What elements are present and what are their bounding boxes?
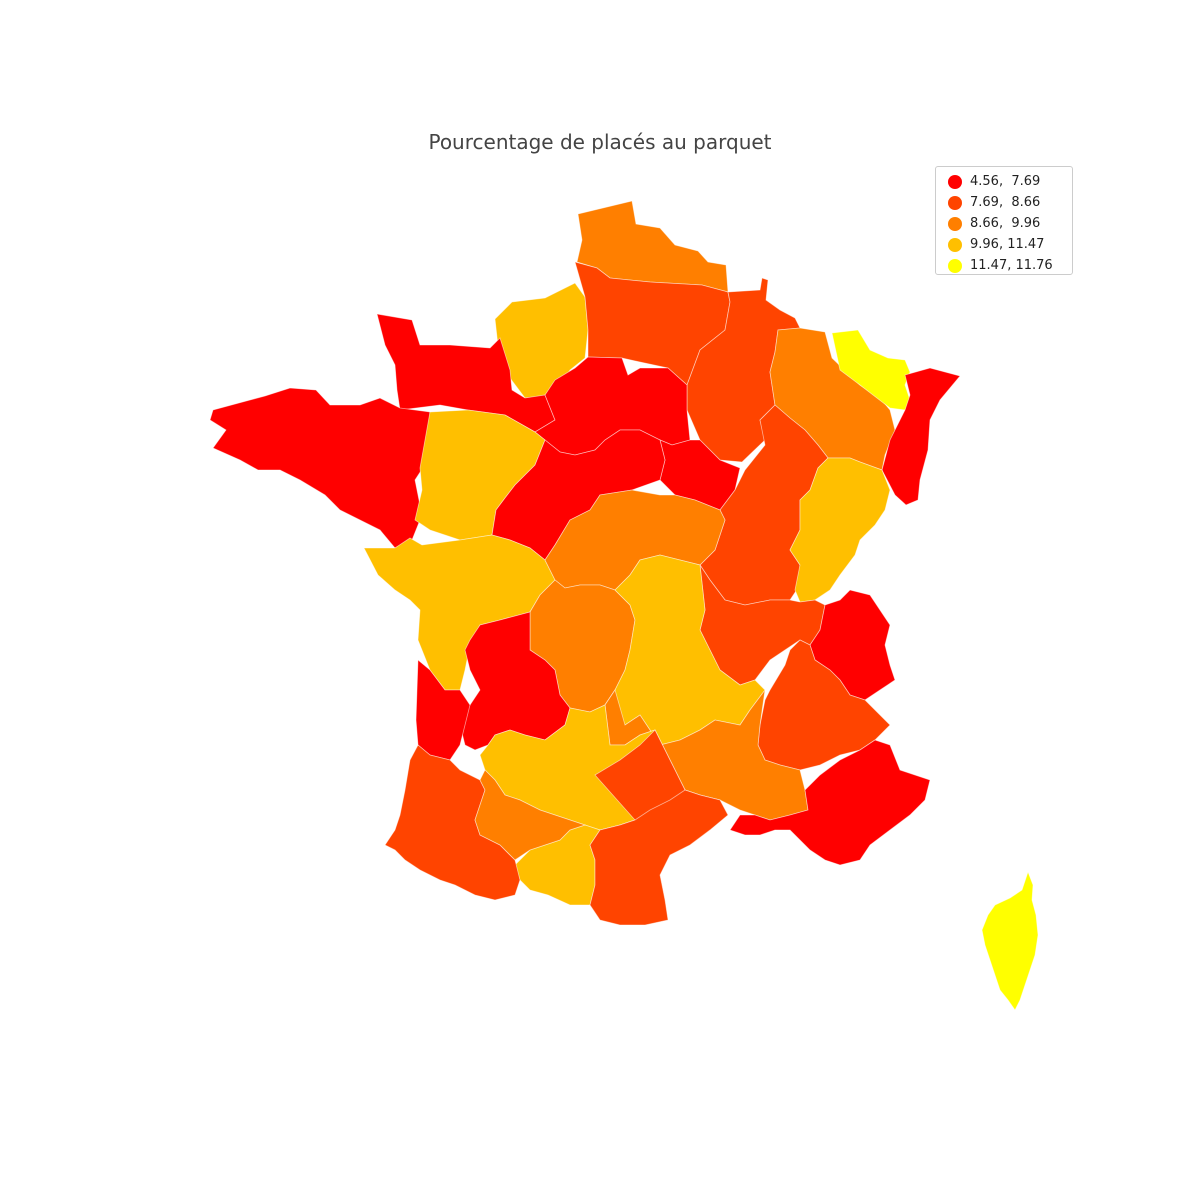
region-provence — [729, 739, 931, 866]
legend-item: 11.47, 11.76 — [948, 255, 1072, 276]
legend-label: 11.47, 11.76 — [970, 258, 1053, 273]
legend-label: 7.69, 8.66 — [970, 195, 1041, 210]
region-bas-rhin-nord — [831, 329, 911, 411]
legend-item: 7.69, 8.66 — [948, 192, 1072, 213]
legend-marker — [948, 237, 962, 252]
legend-label: 4.56, 7.69 — [970, 174, 1041, 189]
region-gironde-landes-north — [415, 659, 471, 761]
legend-label: 9.96, 11.47 — [970, 237, 1045, 252]
map-title: Pourcentage de placés au parquet — [428, 130, 772, 154]
region-alsace — [881, 367, 961, 506]
legend-item: 8.66, 9.96 — [948, 213, 1072, 234]
legend-label: 8.66, 9.96 — [970, 216, 1041, 231]
legend-item: 4.56, 7.69 — [948, 171, 1072, 192]
legend-marker — [948, 195, 962, 210]
legend-marker — [948, 258, 962, 273]
map-regions — [209, 200, 1039, 1011]
region-franche-comte — [789, 457, 891, 603]
region-gers-haute-garonne — [474, 769, 587, 861]
region-bretagne — [209, 387, 431, 549]
region-corse — [981, 870, 1039, 1011]
region-aude-pyrenees-orientales — [589, 789, 729, 926]
legend-marker — [948, 174, 962, 189]
legend-marker — [948, 216, 962, 231]
legend: 4.56, 7.69 7.69, 8.66 8.66, 9.96 9.96, 1… — [935, 166, 1073, 275]
legend-item: 9.96, 11.47 — [948, 234, 1072, 255]
region-landes-pyrenees-atlantiques — [384, 744, 521, 901]
